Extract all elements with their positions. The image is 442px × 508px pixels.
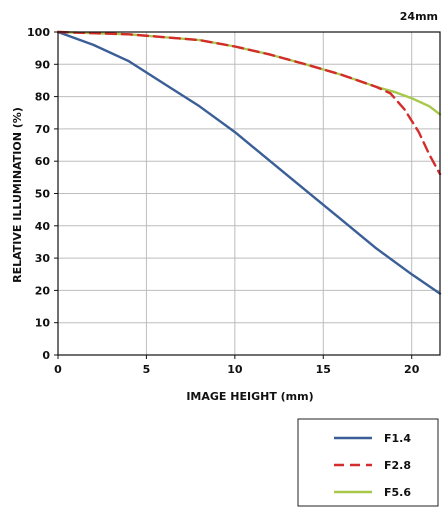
series-line-f28 (56, 30, 442, 176)
x-axis-title: IMAGE HEIGHT (mm) (186, 390, 313, 403)
y-tick-label: 0 (42, 349, 50, 362)
legend: F1.4 F2.8 F5.6 (297, 418, 439, 507)
y-axis-title: RELATIVE ILLUMINATION (%) (11, 107, 24, 283)
legend-label: F1.4 (384, 432, 411, 445)
chart-title: 24mm (400, 10, 438, 23)
series-line-f56 (56, 30, 442, 116)
y-tick-label: 60 (35, 155, 51, 168)
y-tick-label: 20 (35, 284, 51, 297)
y-tick-label: 30 (35, 252, 51, 265)
y-tick-label: 80 (35, 91, 51, 104)
y-tick-label: 70 (35, 123, 51, 136)
x-tick-label: 20 (404, 363, 420, 376)
y-tick-label: 50 (35, 188, 51, 201)
series-line-f14 (56, 30, 442, 295)
x-tick-label: 5 (143, 363, 151, 376)
legend-label: F2.8 (384, 459, 411, 472)
series-group (56, 30, 442, 295)
y-axis-ticks: 0 10 20 30 40 50 60 70 80 90 100 (27, 26, 58, 362)
x-axis-ticks: 0 5 10 15 20 (54, 355, 420, 376)
x-tick-label: 15 (316, 363, 331, 376)
y-tick-label: 10 (35, 317, 51, 330)
x-tick-label: 0 (54, 363, 62, 376)
grid (57, 31, 440, 356)
y-tick-label: 100 (27, 26, 50, 39)
y-tick-label: 90 (35, 58, 51, 71)
x-tick-label: 10 (227, 363, 243, 376)
y-tick-label: 40 (35, 220, 51, 233)
legend-label: F5.6 (384, 486, 411, 499)
